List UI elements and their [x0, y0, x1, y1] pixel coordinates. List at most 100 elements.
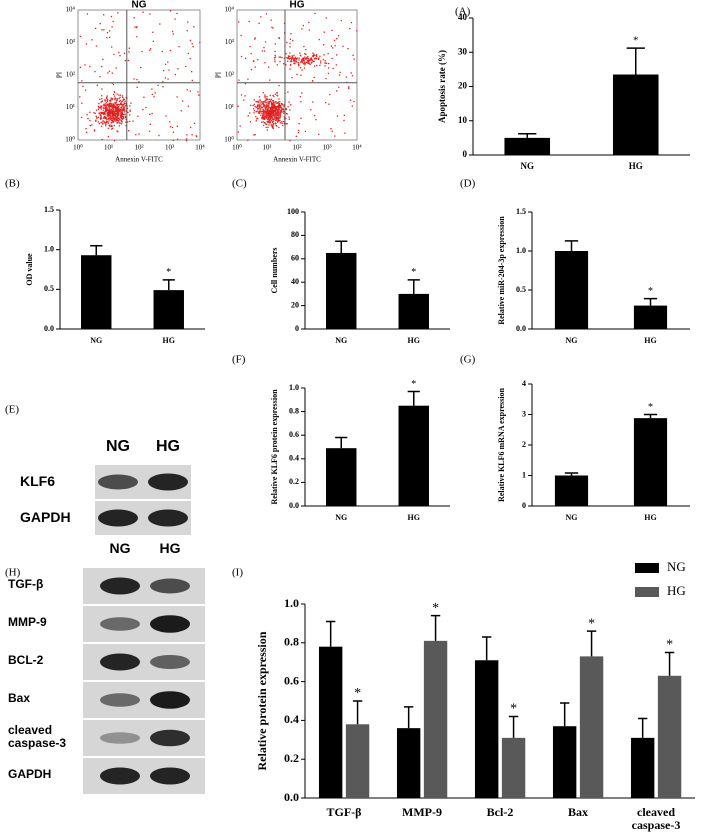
x-tick-label: NG — [335, 513, 347, 522]
event-dot — [101, 95, 103, 97]
event-dot — [111, 128, 113, 130]
event-dot — [116, 99, 118, 101]
event-dot — [259, 109, 261, 112]
event-dot — [95, 115, 97, 117]
event-dot — [111, 120, 114, 122]
event-dot — [286, 56, 288, 59]
event-dot — [94, 112, 96, 115]
event-dot — [279, 117, 281, 119]
event-dot — [266, 103, 268, 105]
event-dot — [301, 59, 303, 62]
event-dot — [265, 101, 267, 103]
event-dot — [109, 117, 111, 119]
event-dot — [304, 53, 306, 55]
event-dot — [125, 102, 127, 105]
event-dot — [120, 101, 123, 103]
event-dot — [327, 72, 330, 75]
event-dot — [129, 120, 131, 123]
event-dot — [181, 100, 184, 102]
event-dot — [347, 48, 349, 50]
event-dot — [256, 110, 258, 112]
event-dot — [100, 107, 102, 109]
event-dot — [118, 125, 121, 127]
event-dot — [111, 118, 113, 120]
event-dot — [104, 117, 107, 119]
event-dot — [265, 105, 267, 107]
event-dot — [331, 29, 333, 32]
event-dot — [116, 99, 118, 102]
y-tick-label: 10³ — [66, 38, 75, 46]
event-dot — [117, 103, 119, 106]
bar — [318, 646, 343, 798]
row-label: MMP-9 — [8, 615, 47, 629]
event-dot — [238, 21, 240, 23]
event-dot — [116, 109, 119, 111]
event-dot — [94, 70, 96, 73]
event-dot — [98, 122, 101, 125]
event-dot — [269, 109, 272, 112]
event-dot — [84, 64, 86, 66]
event-dot — [115, 108, 118, 110]
event-dot — [123, 52, 126, 54]
event-dot — [272, 120, 274, 122]
error-bar — [664, 651, 675, 676]
event-dot — [325, 17, 327, 19]
plot-frame — [77, 9, 201, 141]
event-dot — [257, 59, 259, 61]
significance: * — [411, 267, 416, 278]
event-dot — [152, 31, 154, 33]
event-dot — [292, 56, 294, 58]
event-dot — [278, 108, 280, 111]
event-dot — [289, 68, 291, 70]
event-dot — [118, 51, 120, 54]
event-dot — [176, 138, 179, 140]
event-dot — [256, 101, 258, 103]
event-dot — [109, 110, 111, 112]
event-dot — [112, 109, 114, 111]
event-dot — [344, 132, 346, 134]
y-axis-label: Relative KLF6 protein expression — [270, 389, 279, 505]
event-dot — [351, 105, 353, 107]
event-dot — [117, 106, 120, 108]
event-dot — [270, 100, 272, 102]
event-dot — [259, 108, 261, 110]
event-dot — [285, 108, 287, 111]
event-dot — [109, 116, 111, 118]
event-dot — [125, 96, 127, 99]
event-dot — [293, 58, 295, 60]
event-dot — [313, 60, 315, 63]
event-dot — [276, 92, 278, 94]
event-dot — [174, 73, 176, 76]
error-bar — [564, 240, 579, 251]
event-dot — [272, 127, 274, 130]
event-dot — [283, 120, 285, 123]
event-dot — [263, 118, 265, 120]
event-dot — [122, 113, 125, 116]
event-dot — [275, 117, 277, 119]
event-dot — [304, 56, 306, 58]
event-dot — [142, 109, 144, 111]
event-dot — [267, 105, 269, 107]
y-axis-label: Apoptosis rate (%) — [437, 50, 447, 123]
event-dot — [113, 108, 115, 110]
event-dot — [278, 104, 281, 107]
event-dot — [283, 112, 285, 114]
event-dot — [112, 103, 114, 105]
y-tick-label: 0.6 — [289, 430, 299, 439]
event-dot — [259, 100, 261, 102]
event-dot — [332, 47, 334, 49]
event-dot — [115, 109, 117, 111]
event-dot — [108, 104, 110, 106]
event-dot — [306, 57, 308, 60]
event-dot — [97, 105, 100, 108]
event-dot — [177, 68, 179, 70]
y-tick-label: 0 — [295, 324, 299, 333]
event-dot — [97, 121, 100, 123]
event-dot — [261, 116, 264, 118]
event-dot — [331, 57, 333, 60]
event-dot — [255, 111, 257, 113]
event-dot — [253, 134, 255, 136]
event-dot — [298, 123, 300, 125]
event-dot — [124, 60, 126, 62]
event-dot — [105, 120, 108, 123]
